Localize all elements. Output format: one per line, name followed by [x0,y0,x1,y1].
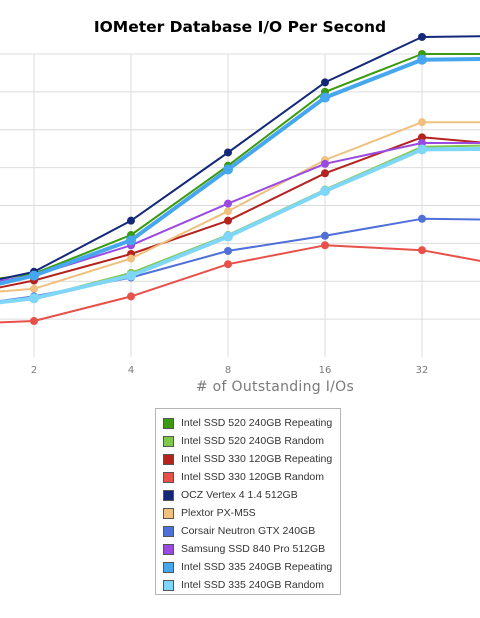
data-point [223,231,233,242]
legend-label: Intel SSD 520 240GB Random [181,435,325,447]
data-point [417,54,427,65]
x-axis-title: # of Outstanding I/Os [195,379,355,395]
series-line [0,35,480,281]
legend-item: OCZ Vertex 4 1.4 512GB [156,486,340,504]
legend-label: Intel SSD 335 240GB Random [181,579,325,591]
legend-label: Samsung SSD 840 Pro 512GB [181,543,326,555]
series-line [0,146,480,305]
legend-label: OCZ Vertex 4 1.4 512GB [181,489,298,501]
data-point [126,270,136,281]
legend-label: Intel SSD 335 240GB Repeating [181,561,333,573]
data-point [417,144,427,155]
series-line [0,244,480,324]
legend-swatch [163,489,174,501]
legend-item: Corsair Neutron GTX 240GB [156,522,340,540]
data-point [126,235,136,246]
data-point [223,164,233,175]
data-point [321,241,329,250]
data-point [321,231,329,240]
legend-swatch [163,417,174,429]
data-point [224,216,232,225]
legend-item: Intel SSD 330 120GB Repeating [156,450,340,468]
x-tick-label: 32 [416,365,429,376]
data-point [29,293,39,304]
data-point [127,254,135,263]
legend-label: Intel SSD 330 120GB Repeating [181,453,333,465]
data-point [418,32,426,41]
series-9 [0,144,480,305]
legend-item: Intel SSD 335 240GB Repeating [156,558,340,576]
data-point [224,260,232,269]
legend-swatch [163,435,174,447]
data-point [321,169,329,178]
series-line [0,142,480,282]
chart-title: IOMeter Database I/O Per Second [93,18,387,36]
data-point [418,246,426,255]
line-chart: 2 4 8 16 32 [0,32,480,376]
legend-swatch [163,561,174,573]
data-point [320,92,330,103]
data-point [30,284,38,293]
legend-swatch [163,543,174,555]
data-point [29,270,39,281]
data-point [224,207,232,216]
legend-label: Intel SSD 520 240GB Repeating [181,417,333,429]
legend-label: Plextor PX-M5S [181,507,256,519]
x-tick-label: 8 [225,365,231,376]
series-layer [0,32,480,326]
legend-label: Corsair Neutron GTX 240GB [181,525,316,537]
data-point [418,214,426,223]
legend-item: Intel SSD 335 240GB Random [156,576,340,594]
legend-label: Intel SSD 330 120GB Random [181,471,325,483]
data-point [418,118,426,127]
legend-swatch [163,507,174,519]
legend-item: Plextor PX-M5S [156,504,340,522]
data-point [320,186,330,197]
x-tick-label: 2 [31,365,37,376]
data-point [127,216,135,225]
data-point [321,78,329,87]
legend-item: Intel SSD 520 240GB Random [156,432,340,450]
x-tick-label: 4 [128,365,134,376]
legend-swatch [163,453,174,465]
series-3 [0,241,480,326]
legend: Intel SSD 520 240GB Repeating Intel SSD 5… [155,408,341,595]
data-point [224,199,232,208]
legend-item: Intel SSD 330 120GB Random [156,468,340,486]
data-point [224,148,232,157]
legend-swatch [163,525,174,537]
legend-swatch [163,471,174,483]
data-point [418,133,426,142]
series-8 [0,54,480,286]
data-point [224,246,232,255]
legend-item: Intel SSD 520 240GB Repeating [156,414,340,432]
x-tick-label: 16 [319,365,332,376]
data-point [30,317,38,326]
data-point [321,159,329,168]
legend-item: Samsung SSD 840 Pro 512GB [156,540,340,558]
legend-swatch [163,579,174,591]
series-line [0,144,480,303]
data-point [127,292,135,301]
series-5 [0,118,480,293]
x-tick-labels: 2 4 8 16 32 [31,365,429,376]
